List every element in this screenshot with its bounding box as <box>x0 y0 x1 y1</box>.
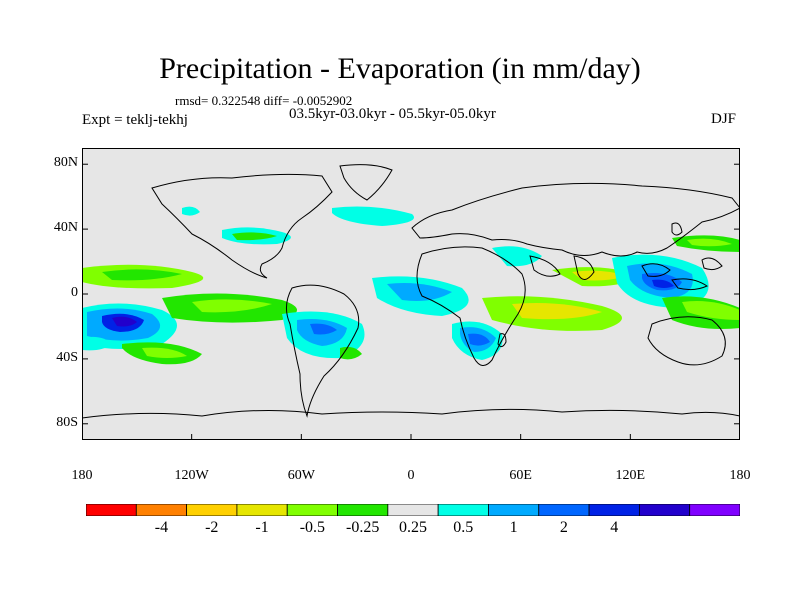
x-tick-label: 180 <box>729 468 751 483</box>
colorbar-label: -2 <box>205 519 219 536</box>
colorbar-swatch <box>135 504 188 516</box>
x-tick-label: 0 <box>407 468 415 483</box>
colorbar-label: -0.25 <box>346 519 380 536</box>
y-tick-label: 80S <box>56 414 78 430</box>
colorbar-swatch <box>488 504 540 516</box>
colorbar-label: -0.5 <box>299 519 326 536</box>
map-ticks <box>82 163 740 440</box>
map-plot <box>82 148 740 440</box>
chart-title: Precipitation - Evaporation (in mm/day) <box>159 52 641 85</box>
y-tick-label: 40N <box>53 220 78 236</box>
x-tick-label: 120E <box>615 468 646 483</box>
x-tick-label: 60E <box>509 468 532 483</box>
colorbar-swatch <box>638 504 691 516</box>
colorbar-swatch <box>86 504 137 516</box>
colorbar-swatch <box>186 504 238 516</box>
anomaly-fields <box>82 206 740 365</box>
y-tick-label: 80N <box>53 155 78 171</box>
x-tick-label: 120W <box>174 468 209 483</box>
colorbar-label: 2 <box>559 519 568 536</box>
colorbar-swatch <box>387 504 439 516</box>
y-tick-label: 40S <box>56 349 78 365</box>
colorbar-label: 1 <box>509 519 518 536</box>
colorbar-label: -4 <box>154 519 169 536</box>
colorbar-swatch <box>588 504 640 516</box>
experiment-label: Expt = teklj-tekhj <box>82 112 188 128</box>
colorbar-swatch <box>337 504 389 516</box>
stats-line: rmsd= 0.322548 diff= -0.0052902 <box>175 93 353 108</box>
colorbar <box>86 504 740 516</box>
season-label: DJF <box>711 111 737 127</box>
colorbar-label: 4 <box>610 519 619 536</box>
x-tick-label: 180 <box>71 468 93 483</box>
colorbar-swatch <box>236 504 288 516</box>
period-label: 03.5kyr-03.0kyr - 05.5kyr-05.0kyr <box>289 106 496 122</box>
colorbar-label: 0.5 <box>453 519 474 536</box>
colorbar-swatch <box>286 504 338 516</box>
colorbar-label: 0.25 <box>399 519 427 536</box>
colorbar-swatch <box>538 504 590 516</box>
colorbar-label: -1 <box>255 519 269 536</box>
coastlines <box>82 164 740 419</box>
colorbar-swatch <box>437 504 489 516</box>
x-tick-label: 60W <box>287 468 315 483</box>
colorbar-swatch <box>689 504 740 516</box>
y-tick-label: 0 <box>71 285 78 300</box>
